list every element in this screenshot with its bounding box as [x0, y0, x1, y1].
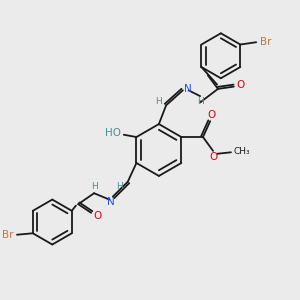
Text: H: H	[155, 98, 161, 106]
Text: O: O	[209, 152, 218, 162]
Text: N: N	[184, 84, 192, 94]
Text: HO: HO	[105, 128, 122, 138]
Text: O: O	[93, 211, 102, 221]
Text: H: H	[116, 182, 123, 190]
Text: H: H	[197, 98, 204, 106]
Text: N: N	[107, 197, 115, 207]
Text: O: O	[236, 80, 244, 90]
Text: H: H	[91, 182, 98, 191]
Text: CH₃: CH₃	[234, 147, 250, 156]
Text: O: O	[208, 110, 216, 120]
Text: Br: Br	[260, 37, 272, 46]
Text: Br: Br	[2, 230, 13, 240]
